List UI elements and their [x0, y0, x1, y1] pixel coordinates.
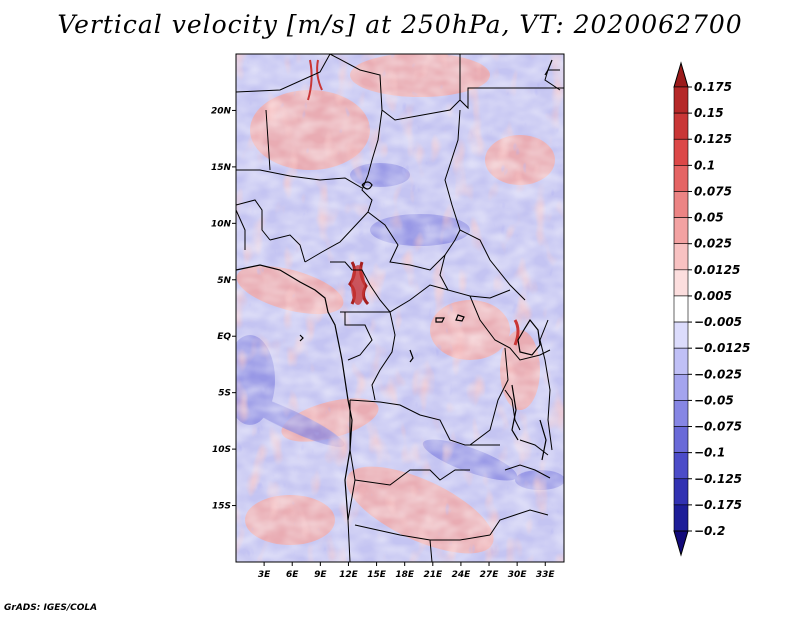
colorbar-label: −0.175	[694, 498, 742, 512]
y-tick-label: 10S	[212, 445, 231, 455]
colorbar-swatch	[673, 86, 689, 114]
map-title: Vertical velocity [m/s] at 250hPa, VT: 2…	[57, 10, 743, 39]
colorbar-swatch	[673, 138, 689, 166]
colorbar-swatch	[673, 112, 689, 140]
x-tick-label: 3E	[258, 570, 271, 580]
colorbar-label: 0.075	[694, 184, 732, 198]
y-tick-label: 15S	[212, 502, 231, 512]
x-tick-label: 21E	[423, 570, 443, 580]
colorbar-label: −0.0125	[694, 341, 750, 355]
y-axis: 20N 15N 10N 5N EQ 5S 10S 15S	[211, 106, 236, 512]
x-tick-label: 33E	[536, 570, 556, 580]
plot-frame	[235, 53, 565, 563]
colorbar-swatch	[673, 400, 689, 427]
colorbar-swatch	[673, 373, 689, 401]
colorbar-label: −0.005	[694, 315, 742, 329]
colorbar-label: −0.025	[694, 367, 742, 381]
colorbar-label: 0.05	[694, 211, 724, 225]
y-tick-label: 5N	[217, 276, 231, 286]
x-tick-label: 12E	[339, 570, 359, 580]
y-tick-label: 15N	[211, 163, 232, 173]
coastline	[236, 59, 553, 521]
colorbar: 0.175 0.15 0.125 0.1 0.075 0.05 0.025 0.0125 0.0…	[673, 61, 750, 557]
y-tick-label: EQ	[217, 332, 231, 342]
colorbar-swatch	[673, 478, 689, 506]
x-tick-label: 27E	[480, 570, 500, 580]
x-tick-label: 24E	[452, 570, 472, 580]
colorbar-label: 0.125	[694, 132, 732, 146]
colorbar-swatch	[673, 426, 689, 453]
colorbar-bottom-arrow	[673, 530, 689, 557]
x-tick-label: 15E	[367, 570, 387, 580]
colorbar-swatch	[673, 191, 689, 218]
colorbar-top-arrow	[673, 61, 689, 88]
colorbar-label: −0.125	[694, 472, 742, 486]
x-tick-label: 6E	[286, 570, 299, 580]
colorbar-swatch	[673, 269, 689, 297]
colorbar-swatch	[673, 504, 689, 532]
colorbar-swatch	[673, 347, 689, 375]
country-borders	[236, 54, 564, 562]
grads-credit: GrADS: IGES/COLA	[4, 603, 98, 613]
velocity-field	[236, 54, 564, 562]
x-tick-label: 9E	[314, 570, 327, 580]
colorbar-swatch	[673, 452, 689, 480]
x-tick-label: 30E	[508, 570, 528, 580]
colorbar-swatch	[673, 165, 689, 192]
colorbar-label: −0.05	[694, 393, 734, 407]
colorbar-swatch	[673, 321, 689, 349]
colorbar-swatch	[673, 243, 689, 271]
colorbar-label: −0.1	[694, 446, 725, 460]
x-axis: 3E 6E 9E 12E 15E 18E 21E 24E 27E 30E 33E	[258, 562, 556, 580]
colorbar-label: 0.15	[694, 106, 724, 120]
y-tick-label: 20N	[211, 106, 232, 116]
colorbar-label: 0.025	[694, 237, 732, 251]
colorbar-label: −0.075	[694, 420, 742, 434]
colorbar-label: −0.2	[694, 524, 725, 538]
colorbar-swatch	[673, 217, 689, 245]
y-tick-label: 5S	[218, 389, 231, 399]
colorbar-label: 0.175	[694, 80, 732, 94]
strong-ascent-core	[307, 59, 520, 346]
colorbar-label: 0.005	[694, 289, 732, 303]
colorbar-label: 0.0125	[694, 263, 740, 277]
colorbar-swatch	[673, 295, 689, 323]
colorbar-label: 0.1	[694, 158, 715, 172]
x-tick-label: 18E	[395, 570, 415, 580]
y-tick-label: 10N	[211, 219, 232, 229]
